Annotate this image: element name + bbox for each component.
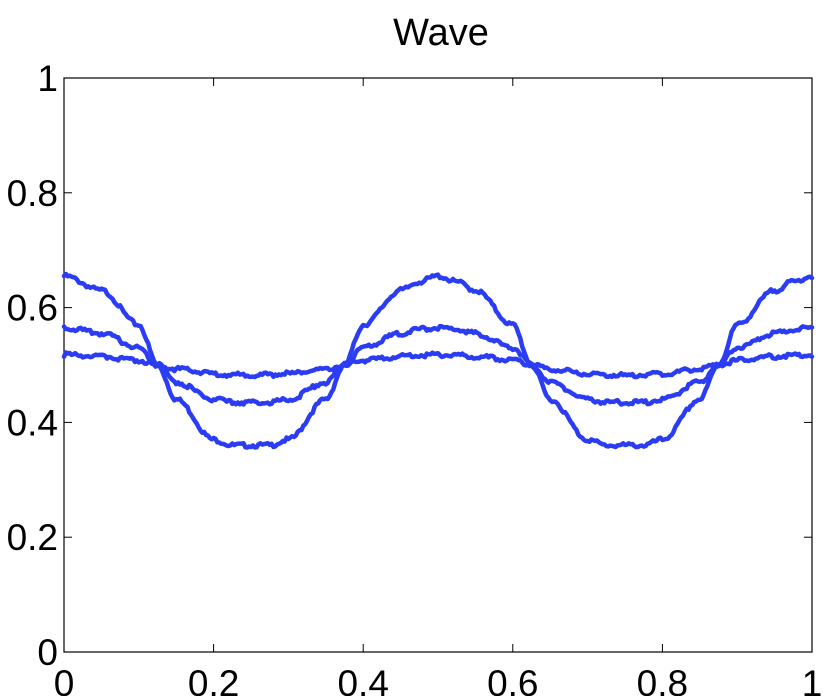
series-layer — [61, 271, 815, 450]
series-line-3 — [61, 350, 815, 380]
x-tick-label-0: 0 — [54, 663, 75, 696]
series-line-1 — [61, 271, 815, 450]
y-tick-label-0: 0 — [37, 632, 58, 673]
y-tick-label-2: 0.4 — [7, 402, 58, 443]
axis-ticks — [63, 77, 813, 653]
y-tick-label-1: 0.2 — [7, 517, 58, 558]
y-tick-label-4: 0.8 — [7, 173, 58, 214]
tick-labels: 0 0.2 0.4 0.6 0.8 1 0 0.2 0.4 0.6 0.8 1 — [7, 58, 823, 696]
x-tick-label-4: 0.8 — [637, 663, 688, 696]
y-tick-label-3: 0.6 — [7, 288, 58, 329]
plot-frame — [63, 77, 813, 653]
x-tick-label-2: 0.4 — [337, 663, 388, 696]
chart-title: Wave — [393, 12, 489, 54]
x-tick-label-1: 0.2 — [188, 663, 239, 696]
x-tick-label-5: 1 — [802, 663, 823, 696]
y-tick-label-5: 1 — [37, 58, 58, 99]
series-line-2 — [61, 323, 815, 407]
x-tick-label-3: 0.6 — [487, 663, 538, 696]
